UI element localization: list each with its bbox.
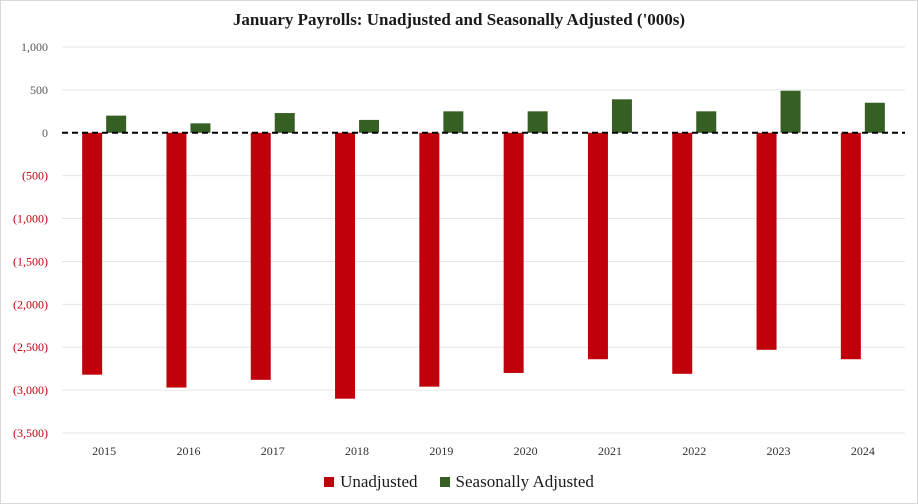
bar-seasonally-adjusted xyxy=(611,99,632,133)
x-tick-label: 2021 xyxy=(598,444,622,458)
bar-seasonally-adjusted xyxy=(527,111,548,133)
bar-unadjusted xyxy=(672,132,693,374)
bar-seasonally-adjusted xyxy=(359,119,380,133)
bar-unadjusted xyxy=(587,132,608,360)
x-tick-label: 2016 xyxy=(176,444,200,458)
legend-item-seasonally-adjusted: Seasonally Adjusted xyxy=(439,472,594,492)
x-tick-label: 2015 xyxy=(92,444,116,458)
bar-unadjusted xyxy=(503,132,524,373)
bar-unadjusted xyxy=(166,132,187,388)
x-tick-label: 2023 xyxy=(767,444,791,458)
bar-unadjusted xyxy=(250,132,271,380)
y-tick-label: (500) xyxy=(22,169,48,183)
bar-unadjusted xyxy=(82,132,103,375)
x-tick-label: 2018 xyxy=(345,444,369,458)
x-tick-label: 2022 xyxy=(682,444,706,458)
bar-seasonally-adjusted xyxy=(780,90,801,133)
legend-label-unadjusted: Unadjusted xyxy=(340,472,418,491)
bar-unadjusted xyxy=(335,132,356,399)
bar-seasonally-adjusted xyxy=(190,123,211,133)
y-tick-label: (1,500) xyxy=(13,254,48,268)
y-tick-label: 500 xyxy=(30,83,48,97)
chart-legend: Unadjusted Seasonally Adjusted xyxy=(0,470,918,494)
y-tick-label: (2,000) xyxy=(13,297,48,311)
y-tick-label: (3,000) xyxy=(13,383,48,397)
y-tick-label: (3,500) xyxy=(13,426,48,440)
legend-swatch-unadjusted xyxy=(324,477,335,487)
y-tick-label: 1,000 xyxy=(21,40,48,54)
x-tick-label: 2019 xyxy=(429,444,453,458)
x-tick-label: 2024 xyxy=(851,444,875,458)
bar-unadjusted xyxy=(840,132,861,360)
bar-seasonally-adjusted xyxy=(443,111,464,133)
y-tick-label: (1,000) xyxy=(13,212,48,226)
y-tick-label: 0 xyxy=(42,126,48,140)
legend-label-seasonally-adjusted: Seasonally Adjusted xyxy=(455,472,594,491)
bar-seasonally-adjusted xyxy=(696,111,717,133)
legend-swatch-seasonally-adjusted xyxy=(439,477,450,487)
bar-unadjusted xyxy=(419,132,440,387)
y-tick-label: (2,500) xyxy=(13,340,48,354)
bar-unadjusted xyxy=(756,132,777,350)
bar-seasonally-adjusted xyxy=(864,102,885,133)
bar-seasonally-adjusted xyxy=(274,113,295,133)
bar-seasonally-adjusted xyxy=(106,115,127,133)
x-tick-label: 2017 xyxy=(261,444,285,458)
legend-item-unadjusted: Unadjusted xyxy=(324,472,418,492)
x-tick-label: 2020 xyxy=(514,444,538,458)
chart-title: January Payrolls: Unadjusted and Seasona… xyxy=(232,10,686,29)
